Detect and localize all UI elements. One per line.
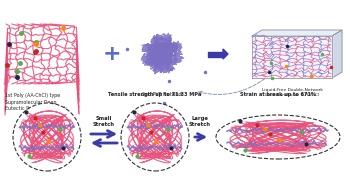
Text: Liquid-Free Double-Network
Ionic Conductor (LFDNIC): Liquid-Free Double-Network Ionic Conduct… <box>261 88 322 97</box>
Ellipse shape <box>125 107 185 167</box>
Text: 2nd PVP Network: 2nd PVP Network <box>141 92 182 97</box>
Ellipse shape <box>216 115 340 159</box>
Text: Large
Stretch: Large Stretch <box>189 116 211 127</box>
Ellipse shape <box>121 103 189 171</box>
Text: +: + <box>103 44 121 64</box>
Ellipse shape <box>13 103 81 171</box>
Ellipse shape <box>17 107 77 167</box>
Polygon shape <box>223 49 228 59</box>
Text: Small
Stretch: Small Stretch <box>93 116 115 127</box>
Polygon shape <box>252 36 332 78</box>
Text: 1st Poly (AA-ChCl) type
Supramolecular Deep
Eutectic Polymer Network: 1st Poly (AA-ChCl) type Supramolecular D… <box>5 93 67 111</box>
Polygon shape <box>332 30 342 78</box>
Ellipse shape <box>223 118 332 156</box>
Text: Tensile strength up to 71.33 MPa: Tensile strength up to 71.33 MPa <box>108 92 202 97</box>
Polygon shape <box>252 30 342 36</box>
Text: Strain at break up to 671%: Strain at break up to 671% <box>240 92 316 97</box>
